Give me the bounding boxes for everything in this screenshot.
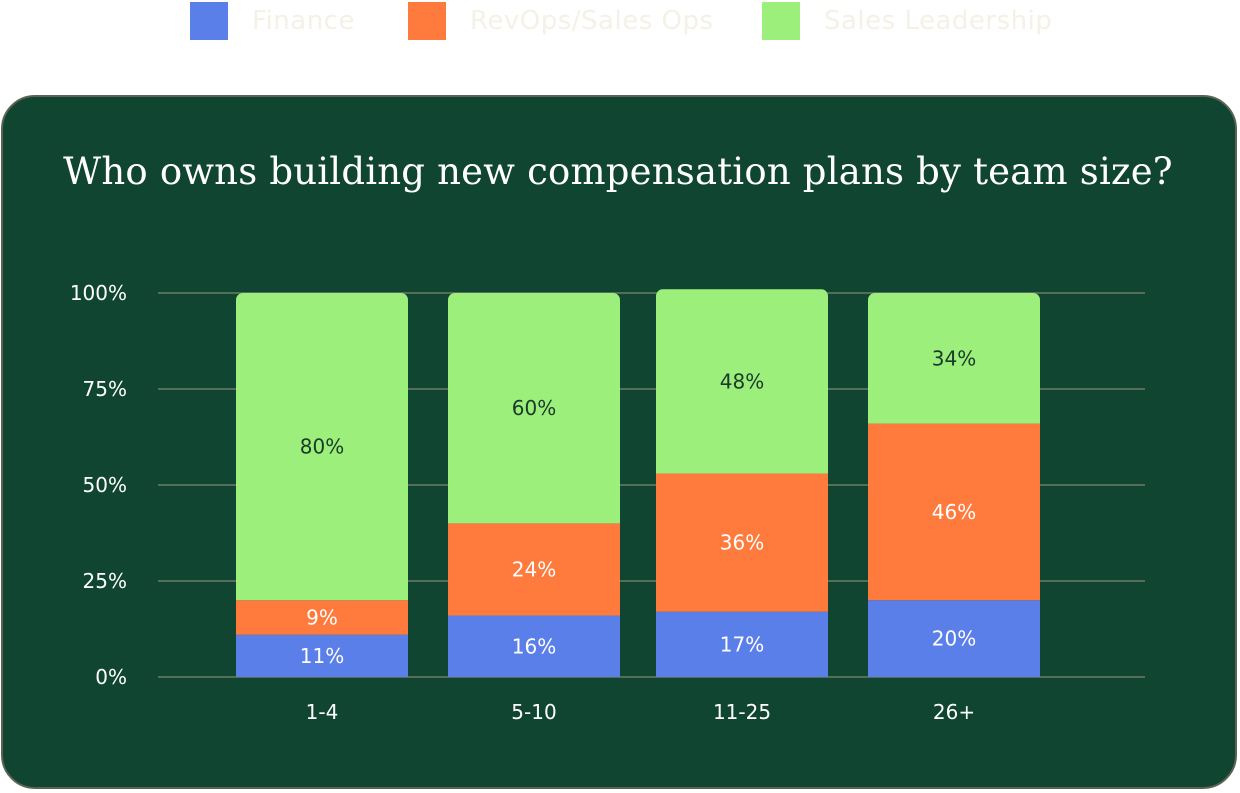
x-axis-ticks: 1-4 5-10 11-25 26+ <box>306 700 975 724</box>
bar-stack-5-10 <box>448 293 620 677</box>
data-label-1-4-2: 80% <box>300 435 344 459</box>
data-label-5-10-2: 60% <box>512 396 556 420</box>
bar-segment-1-4-0 <box>236 634 408 677</box>
bar-segment-5-10-1 <box>448 523 620 616</box>
data-label-11-25-2: 48% <box>720 369 764 393</box>
bar-segment-26+-1 <box>868 423 1040 601</box>
y-tick-label-75: 75% <box>83 377 127 401</box>
y-tick-label-0: 0% <box>95 665 127 689</box>
legend-item-finance: Finance <box>190 2 355 40</box>
y-tick-label-100: 100% <box>70 281 127 305</box>
legend: Finance RevOps/Sales Ops Sales Leadershi… <box>0 0 1240 44</box>
bar-segment-11-25-1 <box>656 473 828 612</box>
data-label-11-25-0: 17% <box>720 632 764 656</box>
bar-segment-1-4-1 <box>236 600 408 635</box>
data-label-5-10-0: 16% <box>512 634 556 658</box>
y-axis-ticks: 0% 25% 50% 75% 100% <box>70 281 127 689</box>
bar-stack-11-25 <box>656 289 828 677</box>
bar-segment-26+-2 <box>868 293 1040 424</box>
x-tick-label-1-4: 1-4 <box>306 700 339 724</box>
data-label-5-10-1: 24% <box>512 557 556 581</box>
bar-segment-5-10-2 <box>448 293 620 524</box>
bar-segment-26+-0 <box>868 600 1040 677</box>
bar-segment-11-25-0 <box>656 611 828 677</box>
y-tick-label-25: 25% <box>83 569 127 593</box>
legend-item-sales-leadership: Sales Leadership <box>762 2 1052 40</box>
data-label-26+-0: 20% <box>932 627 976 651</box>
x-tick-label-11-25: 11-25 <box>713 700 771 724</box>
chart-title: Who owns building new compensation plans… <box>63 150 1173 193</box>
legend-swatch-finance <box>190 2 228 40</box>
bar-segment-1-4-2 <box>236 293 408 601</box>
data-label-26+-2: 34% <box>932 346 976 370</box>
x-tick-label-26+: 26+ <box>933 700 975 724</box>
y-tick-label-50: 50% <box>83 473 127 497</box>
data-label-1-4-1: 9% <box>306 605 338 629</box>
legend-label-sales-leadership: Sales Leadership <box>824 6 1053 36</box>
bars <box>236 289 1040 677</box>
data-label-26+-1: 46% <box>932 500 976 524</box>
bar-stack-26+ <box>868 293 1040 677</box>
bar-segment-11-25-2 <box>656 289 828 474</box>
data-label-1-4-0: 11% <box>300 644 344 668</box>
data-label-11-25-1: 36% <box>720 531 764 555</box>
legend-label-revops: RevOps/Sales Ops <box>470 6 714 36</box>
legend-item-revops: RevOps/Sales Ops <box>408 2 714 40</box>
legend-swatch-revops <box>408 2 446 40</box>
bar-stack-1-4 <box>236 293 408 677</box>
data-labels: 11% 9% 80% 16% 24% 60% 17% 36% 48% 20% 46% 34% <box>300 346 976 668</box>
legend-label-finance: Finance <box>252 6 355 36</box>
x-tick-label-5-10: 5-10 <box>511 700 556 724</box>
legend-swatch-sales-leadership <box>762 2 800 40</box>
bar-segment-5-10-0 <box>448 615 620 677</box>
